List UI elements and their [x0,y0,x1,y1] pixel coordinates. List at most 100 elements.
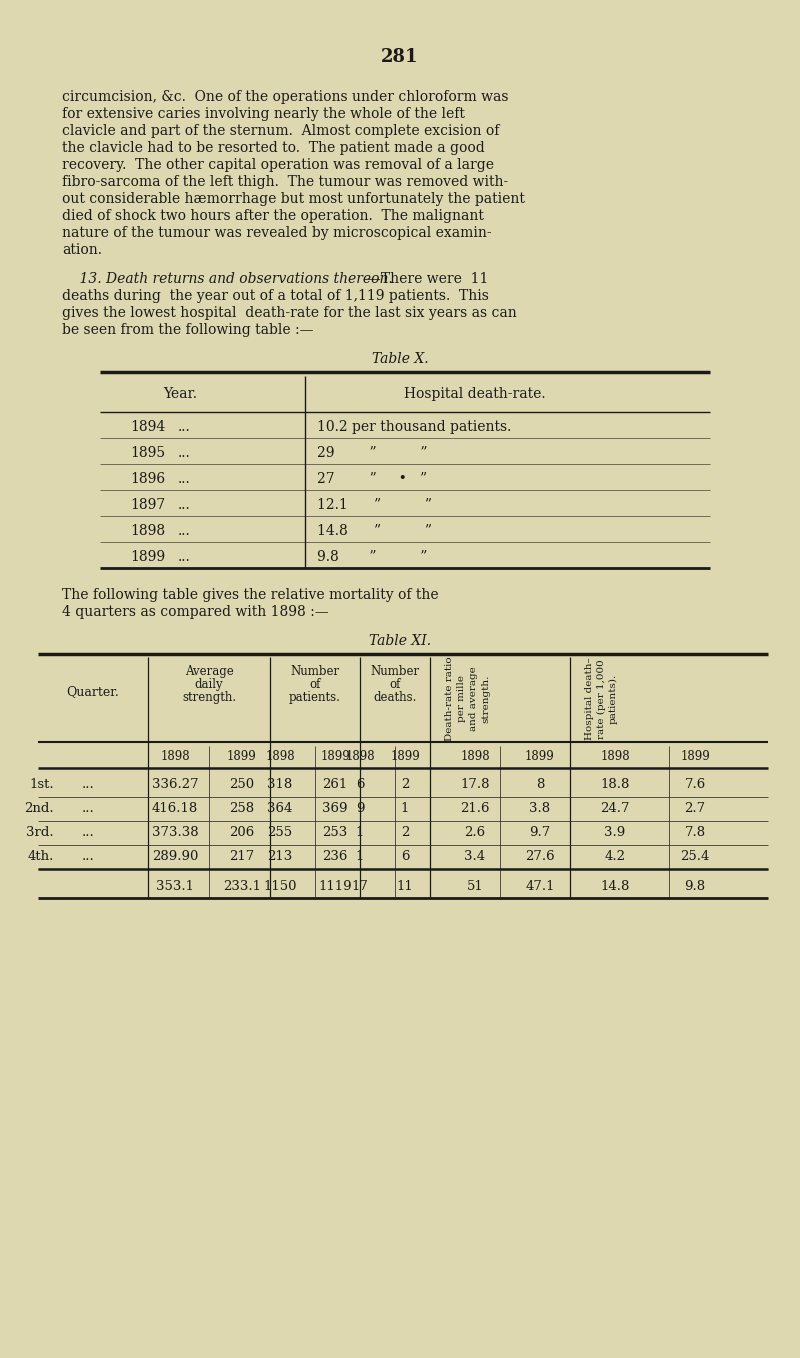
Text: 13. Death returns and observations thereon.: 13. Death returns and observations there… [62,272,393,287]
Text: 1899: 1899 [130,550,165,564]
Text: 369: 369 [322,803,348,816]
Text: ...: ... [82,850,94,864]
Text: 1898: 1898 [160,750,190,762]
Text: patients.: patients. [289,691,341,703]
Text: 261: 261 [322,778,348,792]
Text: 4 quarters as compared with 1898 :—: 4 quarters as compared with 1898 :— [62,606,329,619]
Text: 1894: 1894 [130,420,166,435]
Text: 1898: 1898 [345,750,375,762]
Text: ...: ... [178,550,190,564]
Text: 1: 1 [356,850,364,864]
Text: 21.6: 21.6 [460,803,490,816]
Text: circumcision, &c.  One of the operations under chloroform was: circumcision, &c. One of the operations … [62,90,509,105]
Text: Hospital death-rate.: Hospital death-rate. [404,387,546,401]
Text: Death-rate ratio: Death-rate ratio [445,657,454,741]
Text: ...: ... [178,524,190,538]
Text: 1898: 1898 [265,750,295,762]
Text: nature of the tumour was revealed by microscopical examin­: nature of the tumour was revealed by mic… [62,225,492,240]
Text: gives the lowest hospital  death-rate for the last six years as can: gives the lowest hospital death-rate for… [62,306,517,320]
Text: strength.: strength. [481,675,490,724]
Text: Quarter.: Quarter. [66,686,119,698]
Text: ation.: ation. [62,243,102,257]
Text: per mille: per mille [457,675,466,722]
Text: 1st.: 1st. [30,778,54,792]
Text: ...: ... [82,803,94,816]
Text: rate (per 1,000: rate (per 1,000 [597,659,606,739]
Text: the clavicle had to be resorted to.  The patient made a good: the clavicle had to be resorted to. The … [62,141,485,155]
Text: Number: Number [370,665,419,678]
Text: 2.6: 2.6 [465,827,486,839]
Text: deaths.: deaths. [374,691,417,703]
Text: 3.4: 3.4 [465,850,486,864]
Text: 14.8      ”          ”: 14.8 ” ” [317,524,432,538]
Text: Table XI.: Table XI. [369,634,431,648]
Text: —There were  11: —There were 11 [367,272,488,287]
Text: 3.8: 3.8 [530,803,550,816]
Text: ...: ... [82,827,94,839]
Text: 3.9: 3.9 [604,827,626,839]
Text: of: of [390,678,401,691]
Text: 9: 9 [356,803,364,816]
Text: 6: 6 [401,850,410,864]
Text: 47.1: 47.1 [526,880,554,892]
Text: 4th.: 4th. [28,850,54,864]
Text: 250: 250 [230,778,254,792]
Text: 1895: 1895 [130,445,165,460]
Text: out considerable hæmorrhage but most unfortunately the patient: out considerable hæmorrhage but most unf… [62,191,525,206]
Text: 1899: 1899 [525,750,555,762]
Text: 2.7: 2.7 [685,803,706,816]
Text: patients).: patients). [609,674,618,724]
Text: daily: daily [194,678,223,691]
Text: clavicle and part of the sternum.  Almost complete excision of: clavicle and part of the sternum. Almost… [62,124,499,139]
Text: 24.7: 24.7 [600,803,630,816]
Text: ...: ... [178,445,190,460]
Text: 2: 2 [401,827,409,839]
Text: 1899: 1899 [227,750,257,762]
Text: 253: 253 [322,827,348,839]
Text: 1899: 1899 [390,750,420,762]
Text: 318: 318 [267,778,293,792]
Text: 7.8: 7.8 [685,827,706,839]
Text: 10.2 per thousand patients.: 10.2 per thousand patients. [317,420,511,435]
Text: 364: 364 [267,803,293,816]
Text: 27.6: 27.6 [525,850,555,864]
Text: 1899: 1899 [320,750,350,762]
Text: 9.8       ”          ”: 9.8 ” ” [317,550,427,564]
Text: Hospital death–: Hospital death– [585,657,594,740]
Text: 217: 217 [230,850,254,864]
Text: 255: 255 [267,827,293,839]
Text: 18.8: 18.8 [600,778,630,792]
Text: Average: Average [185,665,234,678]
Text: The following table gives the relative mortality of the: The following table gives the relative m… [62,588,438,602]
Text: 2nd.: 2nd. [24,803,54,816]
Text: 14.8: 14.8 [600,880,630,892]
Text: 1898: 1898 [600,750,630,762]
Text: of: of [310,678,321,691]
Text: and average: and average [469,667,478,732]
Text: 12.1      ”          ”: 12.1 ” ” [317,498,432,512]
Text: 9.8: 9.8 [685,880,706,892]
Text: 289.90: 289.90 [152,850,198,864]
Text: 416.18: 416.18 [152,803,198,816]
Text: 2: 2 [401,778,409,792]
Text: 1: 1 [401,803,409,816]
Text: died of shock two hours after the operation.  The malignant: died of shock two hours after the operat… [62,209,484,223]
Text: 4.2: 4.2 [605,850,626,864]
Text: 1899: 1899 [680,750,710,762]
Text: 233.1: 233.1 [223,880,261,892]
Text: be seen from the following table :—: be seen from the following table :— [62,323,314,337]
Text: 236: 236 [322,850,348,864]
Text: 29        ”          ”: 29 ” ” [317,445,427,460]
Text: 27        ”     •   ”: 27 ” • ” [317,473,427,486]
Text: fibro-sarcoma of the left thigh.  The tumour was removed with­: fibro-sarcoma of the left thigh. The tum… [62,175,508,189]
Text: 25.4: 25.4 [680,850,710,864]
Text: Table X.: Table X. [372,352,428,367]
Text: 1898: 1898 [130,524,165,538]
Text: for extensive caries involving nearly the whole of the left: for extensive caries involving nearly th… [62,107,465,121]
Text: Number: Number [290,665,339,678]
Text: ...: ... [82,778,94,792]
Text: 258: 258 [230,803,254,816]
Text: ...: ... [178,473,190,486]
Text: 1898: 1898 [460,750,490,762]
Text: recovery.  The other capital operation was removal of a large: recovery. The other capital operation wa… [62,158,494,172]
